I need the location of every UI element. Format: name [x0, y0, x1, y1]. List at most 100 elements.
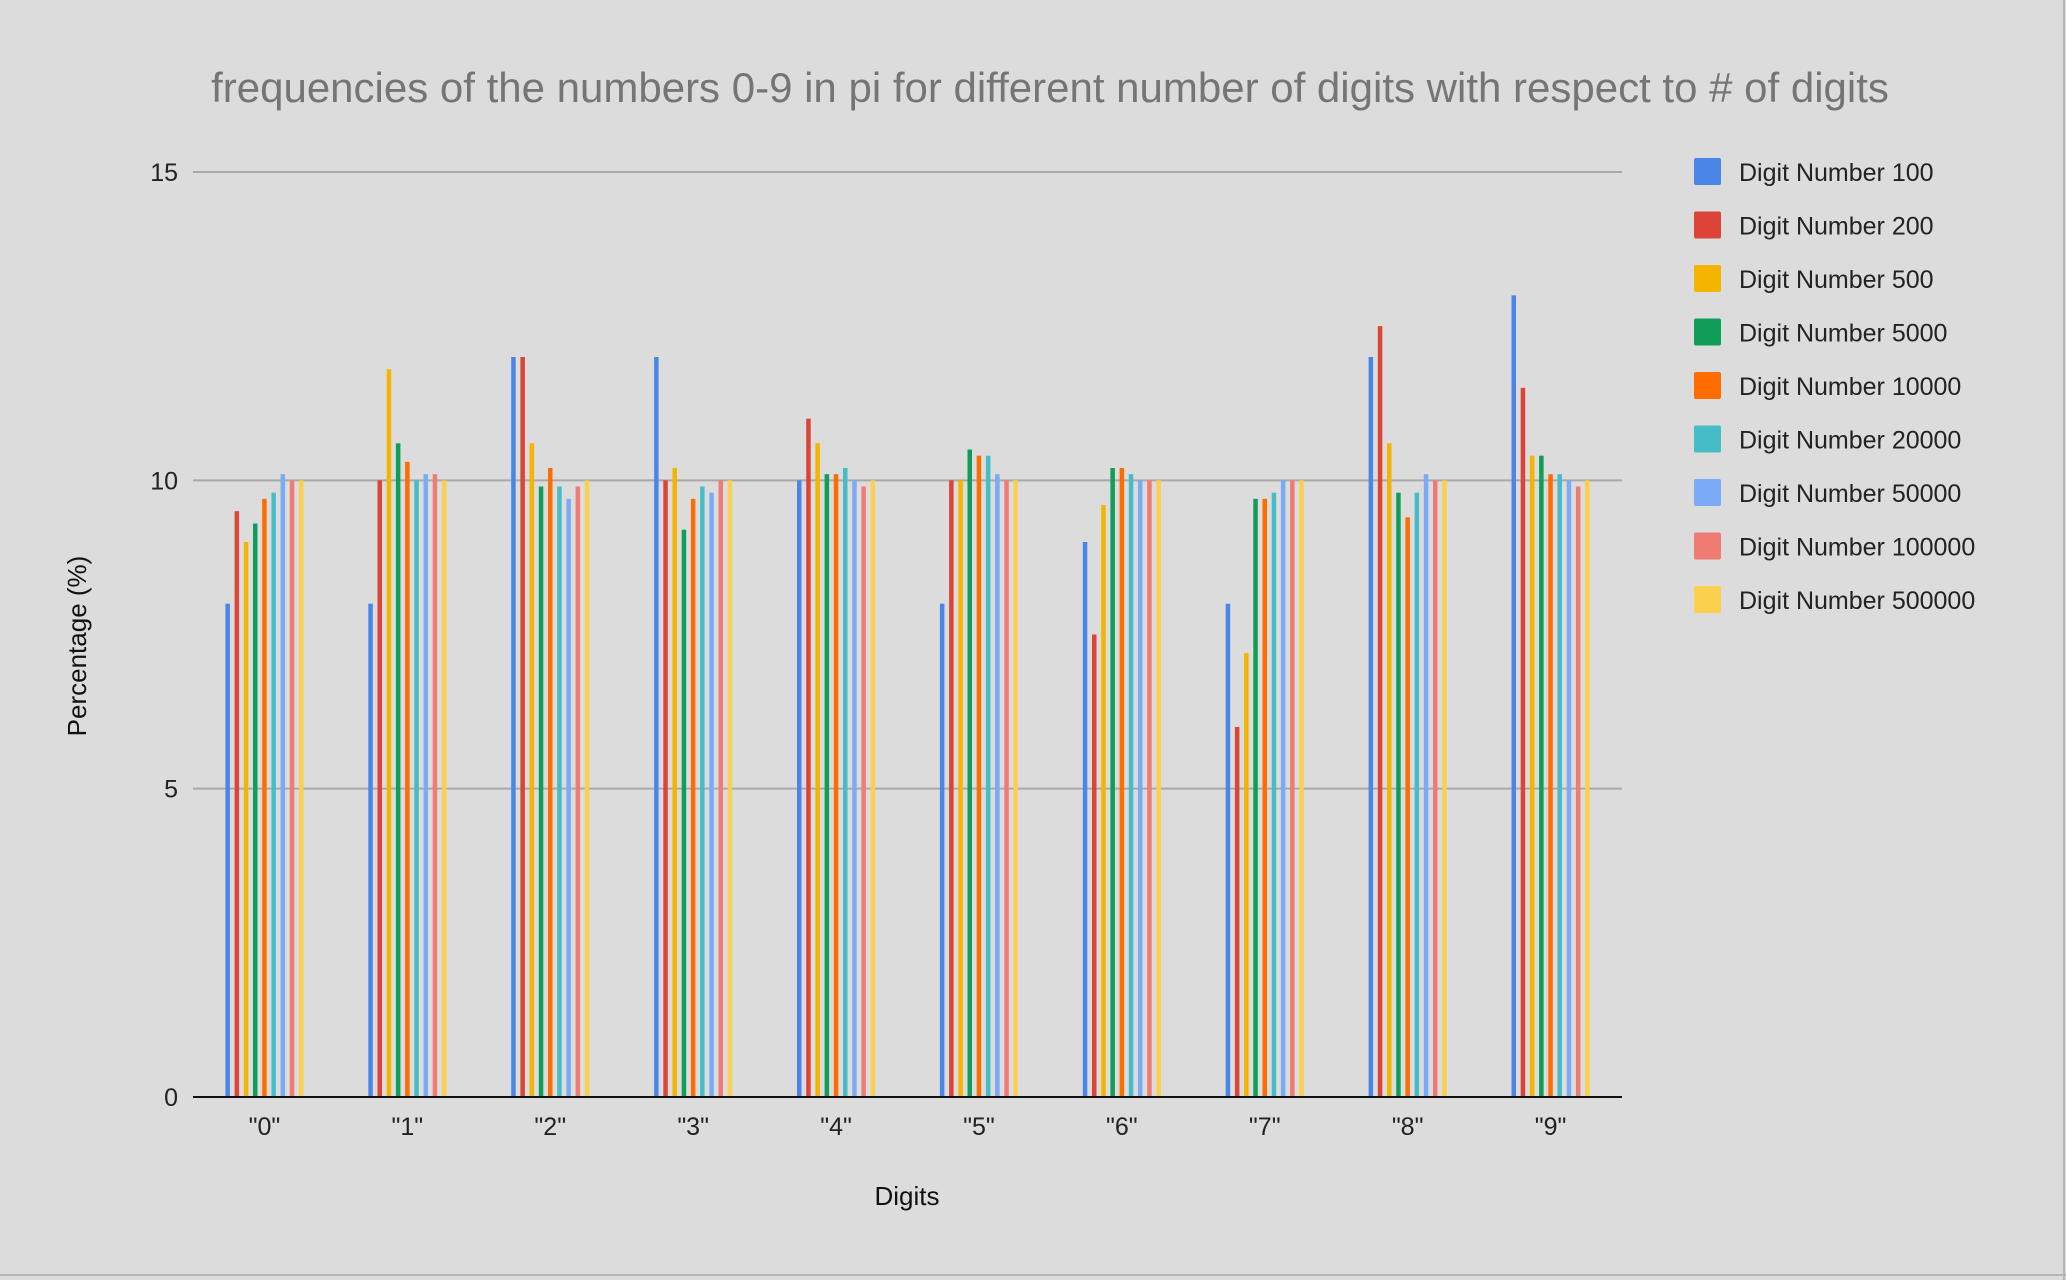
- bar: [575, 486, 581, 1097]
- bar: [377, 480, 382, 1097]
- legend-label: Digit Number 100: [1739, 159, 1934, 187]
- bar: [1138, 480, 1143, 1097]
- bar: [672, 468, 677, 1097]
- bar: [995, 474, 1000, 1098]
- bar: [395, 443, 401, 1097]
- legend-swatch: [1694, 158, 1721, 185]
- bar: [1585, 480, 1590, 1097]
- legend-label: Digit Number 20000: [1739, 427, 1961, 455]
- bar: [414, 480, 419, 1097]
- bar: [423, 474, 428, 1098]
- bar: [1082, 542, 1088, 1097]
- bar: [806, 418, 811, 1098]
- bar: [1575, 486, 1581, 1097]
- bar: [958, 480, 963, 1097]
- bar: [548, 468, 553, 1097]
- bar: [1387, 443, 1392, 1097]
- bar: [280, 474, 286, 1098]
- legend-label: Digit Number 500000: [1739, 587, 1975, 615]
- legend: Digit Number 100 Digit Number 200 Digit Nu…: [1694, 158, 1975, 615]
- legend-swatch: [1694, 265, 1721, 292]
- bar: [1299, 480, 1304, 1097]
- chart-title: frequencies of the numbers 0-9 in pi for…: [211, 64, 1889, 111]
- y-tick-label: 5: [164, 776, 178, 804]
- bar: [1004, 480, 1009, 1097]
- bar: [1225, 603, 1231, 1097]
- bar: [985, 455, 991, 1098]
- x-tick-label: "8": [1392, 1113, 1424, 1141]
- bar: [967, 449, 972, 1097]
- bar: [1405, 517, 1410, 1097]
- bar: [1101, 505, 1106, 1097]
- bar: [949, 480, 954, 1097]
- bar: [234, 511, 240, 1098]
- x-tick-label: "7": [1249, 1113, 1281, 1141]
- bar: [718, 480, 723, 1097]
- bar: [584, 480, 590, 1097]
- bar: [1119, 468, 1125, 1097]
- bar: [843, 468, 848, 1097]
- bar: [939, 603, 945, 1097]
- x-tick-label: "5": [963, 1113, 995, 1141]
- bar: [225, 603, 230, 1097]
- bar: [1414, 492, 1420, 1098]
- bar: [511, 357, 516, 1097]
- x-tick-label: "1": [392, 1113, 424, 1141]
- bar: [368, 603, 373, 1097]
- bar: [262, 498, 267, 1097]
- bar: [824, 474, 830, 1098]
- bar: [976, 455, 982, 1098]
- bar: [271, 492, 276, 1098]
- x-tick-label: "2": [534, 1113, 566, 1141]
- bar: [1262, 498, 1267, 1097]
- gridlines: [193, 171, 1622, 790]
- y-tick-label: 15: [150, 159, 178, 187]
- x-tick-label: "3": [677, 1113, 709, 1141]
- bar: [1566, 480, 1572, 1097]
- bar: [1253, 498, 1258, 1097]
- bar: [861, 486, 866, 1097]
- bar: [386, 369, 392, 1097]
- x-tick-label: "9": [1535, 1113, 1567, 1141]
- x-tick-label: "4": [820, 1113, 852, 1141]
- legend-swatch: [1694, 532, 1721, 560]
- legend-label: Digit Number 100000: [1739, 534, 1975, 562]
- x-tick-label: "0": [249, 1113, 281, 1141]
- legend-swatch: [1694, 479, 1721, 506]
- bar: [709, 492, 714, 1098]
- bar: [243, 542, 249, 1097]
- bar: [1368, 357, 1374, 1097]
- legend-label: Digit Number 200: [1739, 213, 1934, 241]
- bar: [1396, 492, 1401, 1098]
- legend-label: Digit Number 50000: [1739, 480, 1961, 508]
- bar: [1147, 480, 1152, 1097]
- bar: [253, 523, 258, 1097]
- bar: [405, 461, 410, 1097]
- bar: [1128, 474, 1134, 1098]
- bar: [1433, 480, 1438, 1097]
- bar: [1548, 474, 1553, 1098]
- y-axis-label: Percentage (%): [62, 556, 92, 737]
- legend-label: Digit Number 10000: [1739, 373, 1961, 401]
- bar: [566, 498, 571, 1097]
- bar: [538, 486, 544, 1097]
- legend-swatch: [1694, 425, 1721, 453]
- bar: [1511, 295, 1516, 1097]
- legend-swatch: [1694, 586, 1721, 613]
- bar: [833, 474, 839, 1098]
- bar: [663, 480, 668, 1097]
- bar: [1442, 480, 1447, 1097]
- bar: [1280, 480, 1286, 1097]
- bar: [690, 498, 696, 1097]
- legend-label: Digit Number 500: [1739, 266, 1934, 294]
- bar: [852, 480, 857, 1097]
- bar: [654, 357, 659, 1097]
- bar: [1234, 727, 1240, 1097]
- y-tick-label: 10: [150, 467, 178, 495]
- bar: [289, 480, 295, 1097]
- bar: [1423, 474, 1429, 1098]
- bar: [432, 474, 438, 1098]
- bar: [1156, 480, 1161, 1097]
- legend-swatch: [1694, 211, 1721, 239]
